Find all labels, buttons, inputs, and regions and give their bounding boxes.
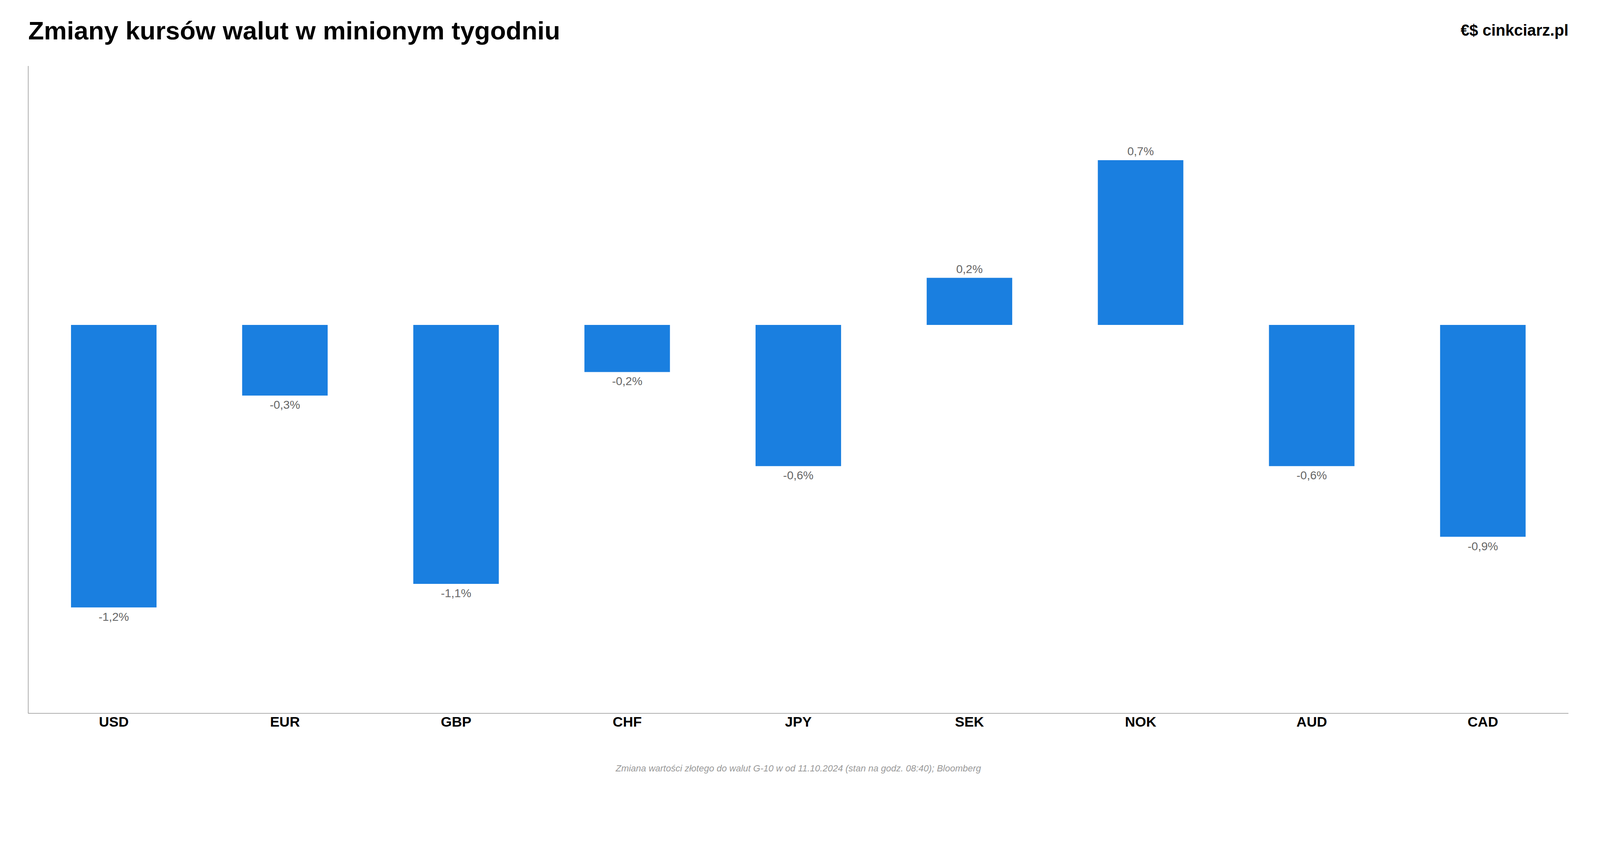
html-text:Zmiany kursów walut w minionym: Zmiany kursów walut w minionym tygodniu bbox=[28, 16, 561, 45]
svg-text:-0,9%: -0,9% bbox=[1467, 540, 1498, 553]
svg-text:0,7%: 0,7% bbox=[1127, 144, 1154, 158]
svg-text:AUD: AUD bbox=[1296, 714, 1328, 730]
svg-text:EUR: EUR bbox=[269, 714, 300, 730]
svg-text:0,2%: 0,2% bbox=[956, 262, 983, 276]
html-text:€$ cinkciarz.pl: €$ cinkciarz.pl bbox=[1460, 21, 1569, 40]
svg-text:NOK: NOK bbox=[1125, 714, 1157, 730]
svg-text:-1,1%: -1,1% bbox=[440, 587, 472, 600]
svg-text:-0,2%: -0,2% bbox=[611, 374, 643, 388]
svg-text:-1,2%: -1,2% bbox=[98, 610, 129, 624]
svg-text:CAD: CAD bbox=[1467, 714, 1499, 730]
svg-text:CHF: CHF bbox=[612, 714, 642, 730]
html-text:Zmiana wartości złotego do wal: Zmiana wartości złotego do walut G-10 w … bbox=[615, 763, 982, 774]
svg-text:JPY: JPY bbox=[785, 714, 813, 730]
svg-text:SEK: SEK bbox=[954, 714, 984, 730]
svg-text:-0,6%: -0,6% bbox=[1296, 469, 1327, 482]
svg-text:-0,3%: -0,3% bbox=[269, 398, 301, 412]
svg-text:GBP: GBP bbox=[440, 714, 472, 730]
svg-text:USD: USD bbox=[98, 714, 129, 730]
svg-text:-0,6%: -0,6% bbox=[782, 469, 814, 482]
